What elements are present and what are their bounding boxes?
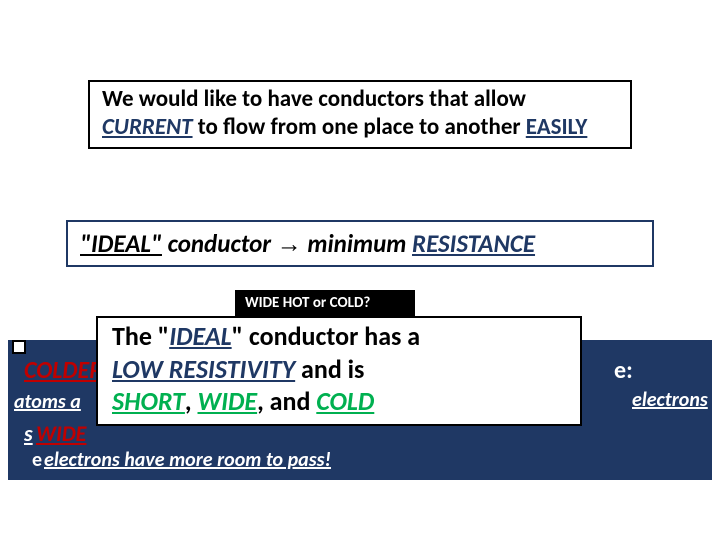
frag-atoms: atoms a — [14, 390, 81, 414]
intro-current: CURRENT — [102, 113, 193, 141]
summary-l2b: and is — [295, 353, 364, 385]
intro-text-box: We would like to have conductors that al… — [88, 80, 632, 149]
ideal-resistance: RESISTANCE — [412, 228, 535, 259]
summary-ideal: IDEAL — [169, 320, 231, 352]
frag-e2: e — [32, 448, 42, 472]
summary-line-1: The "IDEAL" conductor has a — [112, 320, 566, 353]
summary-lowres: LOW RESISTIVITY — [112, 353, 295, 385]
frag-e-right: e: — [614, 356, 633, 385]
frag-wide: WIDE — [36, 420, 86, 447]
frag-electrons: electrons — [632, 388, 708, 412]
intro-easily: EASILY — [526, 113, 588, 141]
frag-colder: COLDER — [24, 356, 103, 385]
slide-root: We would like to have conductors that al… — [0, 0, 720, 540]
ideal-cond: conductor — [162, 228, 277, 259]
summary-line-3: SHORT, WIDE, and COLD — [112, 385, 566, 418]
arrow-icon: → — [277, 230, 302, 258]
frag-room: electrons have more room to pass! — [44, 448, 331, 472]
summary-short: SHORT — [112, 385, 185, 417]
intro-text-mid: to flow from one place to another — [193, 113, 526, 141]
ideal-min: minimum — [302, 228, 412, 259]
ideal-conductor-box: "IDEAL" conductor → minimum RESISTANCE — [66, 220, 654, 267]
intro-text-pre: We would like to have conductors that al… — [102, 85, 526, 113]
ideal-label: "IDEAL" — [80, 228, 162, 259]
summary-l1b: " conductor has a — [232, 320, 420, 352]
summary-sep2: , and — [257, 385, 316, 417]
summary-sep1: , — [185, 385, 198, 417]
summary-wide: WIDE — [198, 385, 258, 417]
wide-hot-cold-label: WIDE HOT or COLD? — [235, 290, 415, 316]
summary-line-2: LOW RESISTIVITY and is — [112, 353, 566, 386]
summary-l1a: The " — [112, 320, 169, 352]
frag-s: s — [24, 420, 33, 447]
bullet-checkbox-icon — [12, 340, 26, 354]
summary-box: The "IDEAL" conductor has a LOW RESISTIV… — [96, 316, 582, 426]
wide-hot-cold-text: WIDE HOT or COLD? — [245, 294, 370, 312]
summary-cold: COLD — [316, 385, 374, 417]
